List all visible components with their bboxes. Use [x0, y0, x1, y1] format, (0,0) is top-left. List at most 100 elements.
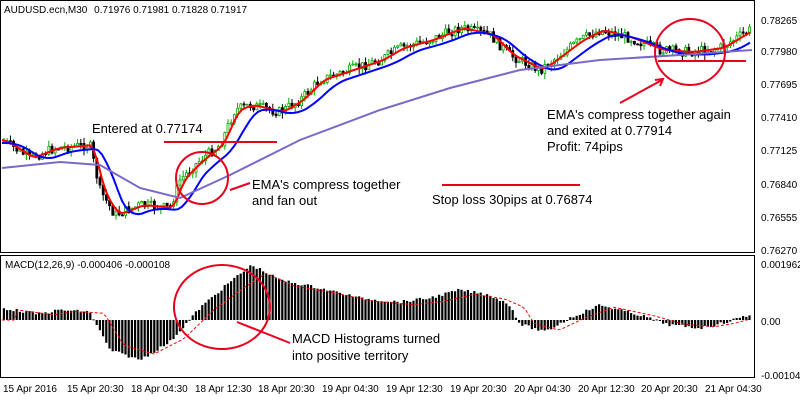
macd-histogram-bar: [450, 291, 453, 320]
macd-histogram-bar: [172, 320, 175, 340]
macd-histogram-bar: [290, 283, 293, 320]
candle-body: [633, 40, 636, 45]
macd-histogram-bar: [498, 301, 501, 320]
macd-histogram-bar: [159, 320, 162, 347]
macd-histogram-bar: [415, 298, 418, 320]
candle-body: [121, 214, 124, 217]
macd-histogram-bar: [425, 299, 428, 320]
candle-body: [351, 63, 355, 66]
exit-circle: [654, 18, 726, 86]
candle-body: [162, 202, 166, 207]
candle-body: [348, 64, 352, 74]
candle-body: [575, 38, 579, 43]
macd-histogram-bar: [201, 305, 204, 320]
macd-histogram-bar: [402, 300, 405, 320]
candle-body: [629, 40, 633, 43]
candle-body: [402, 43, 406, 47]
price-tick: 0.76555: [761, 213, 798, 224]
candle-body: [479, 26, 483, 31]
macd-histogram-bar: [175, 320, 178, 335]
macd-histogram-bar: [697, 320, 700, 329]
macd-histogram-bar: [668, 320, 671, 327]
macd-histogram-bar: [236, 275, 239, 320]
macd-histogram-bar: [470, 293, 473, 320]
macd-histogram-bar: [738, 317, 741, 320]
ema-fan-label: and fan out: [252, 193, 317, 208]
macd-histogram-bar: [127, 320, 130, 358]
candle-body: [738, 31, 742, 37]
macd-histogram-bar: [524, 320, 527, 325]
macd-histogram-bar: [546, 320, 549, 330]
macd-histogram-bar: [559, 320, 562, 323]
price-tick: 0.77410: [761, 113, 798, 124]
macd-histogram-bar: [706, 320, 709, 327]
candle-body: [274, 113, 278, 116]
macd-histogram-bar: [242, 271, 245, 320]
macd-histogram-bar: [306, 284, 309, 320]
candle-body: [588, 32, 591, 36]
candle-body: [687, 46, 691, 54]
macd-histogram-bar: [348, 294, 351, 320]
price-axis: 0.78265 0.77980 0.77695 0.77410 0.77125 …: [761, 16, 798, 257]
macd-histogram-bar: [28, 311, 31, 320]
candle-body: [165, 202, 169, 207]
macd-histogram-bar: [207, 299, 210, 320]
candle-body: [105, 194, 108, 201]
macd-histogram-bar: [438, 294, 441, 320]
candle-body: [639, 43, 643, 47]
candle-body: [399, 43, 403, 47]
macd-histogram-bar: [50, 312, 53, 320]
macd-histogram-bar: [12, 311, 15, 320]
macd-histogram-bar: [92, 319, 95, 321]
macd-histogram-bar: [486, 294, 489, 320]
macd-histogram-bar: [556, 320, 559, 326]
macd-histogram-bar: [530, 320, 533, 330]
macd-histogram-bar: [358, 296, 361, 320]
macd-histogram-bar: [598, 304, 601, 320]
macd-histogram-bar: [553, 320, 556, 328]
macd-axis: 0.001962 0.00 -0.001045: [761, 260, 800, 382]
candle-body: [140, 201, 144, 204]
macd-histogram-bar: [9, 310, 12, 320]
macd-histogram-bar: [287, 280, 290, 320]
macd-histogram-bar: [521, 320, 524, 326]
macd-histogram-bar: [428, 298, 431, 320]
macd-histogram-bar: [495, 298, 498, 320]
macd-histogram-bar: [585, 309, 588, 320]
macd-histogram-bar: [642, 315, 645, 320]
macd-signal-line: [2, 272, 751, 355]
macd-histogram-bar: [422, 299, 425, 320]
macd-histogram-bar: [364, 299, 367, 320]
macd-histogram-bar: [687, 320, 690, 327]
macd-histogram-bar: [569, 317, 572, 320]
macd-histogram-bar: [652, 319, 655, 321]
macd-histogram-bar: [25, 310, 28, 320]
macd-histogram-bar: [361, 297, 364, 320]
price-tick: 0.76840: [761, 180, 798, 191]
candle-body: [242, 103, 246, 106]
candle-body: [482, 29, 486, 32]
macd-histogram-bar: [594, 305, 597, 320]
macd-histogram-bar: [76, 309, 79, 320]
price-tick: 0.77695: [761, 80, 798, 91]
candle-body: [47, 145, 51, 155]
macd-histogram-bar: [617, 309, 620, 320]
macd-histogram-bar: [345, 294, 348, 320]
macd-histogram-bar: [639, 316, 642, 320]
macd-histogram-bar: [316, 288, 319, 320]
macd-histogram-bar: [466, 289, 469, 320]
macd-histogram-bar: [383, 301, 386, 320]
candle-body: [517, 60, 521, 63]
macd-histogram-bar: [444, 292, 447, 320]
macd-label: MACD Histograms turned: [292, 331, 440, 346]
macd-histogram-bar: [562, 320, 565, 323]
exit-label: EMA's compress together again: [547, 107, 731, 122]
candle-body: [741, 31, 745, 34]
exit-arrowhead: [654, 77, 665, 87]
macd-histogram-bar: [230, 281, 233, 320]
macd-histogram-bar: [492, 298, 495, 320]
candle-body: [418, 40, 422, 43]
candle-body: [258, 103, 262, 106]
macd-histogram-bar: [700, 320, 703, 330]
